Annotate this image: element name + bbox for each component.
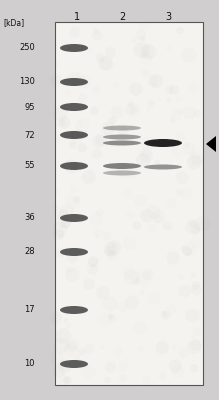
- Text: 72: 72: [24, 130, 35, 140]
- Text: 130: 130: [19, 78, 35, 86]
- Bar: [55, 22, 203, 385]
- Text: 1: 1: [74, 12, 80, 22]
- Ellipse shape: [60, 214, 88, 222]
- Text: 28: 28: [24, 248, 35, 256]
- Text: 10: 10: [25, 360, 35, 368]
- Ellipse shape: [60, 248, 88, 256]
- Text: 3: 3: [165, 12, 171, 22]
- Text: 55: 55: [25, 162, 35, 170]
- Ellipse shape: [144, 164, 182, 170]
- Ellipse shape: [103, 170, 141, 176]
- Ellipse shape: [60, 131, 88, 139]
- Text: 2: 2: [119, 12, 125, 22]
- Text: 250: 250: [19, 44, 35, 52]
- Text: 95: 95: [25, 102, 35, 112]
- Text: [kDa]: [kDa]: [3, 18, 24, 27]
- Ellipse shape: [103, 134, 141, 140]
- Ellipse shape: [103, 126, 141, 130]
- Ellipse shape: [103, 140, 141, 146]
- Ellipse shape: [103, 163, 141, 169]
- Polygon shape: [206, 136, 216, 152]
- Ellipse shape: [60, 360, 88, 368]
- Ellipse shape: [60, 162, 88, 170]
- Text: 17: 17: [24, 306, 35, 314]
- Ellipse shape: [60, 44, 88, 52]
- Ellipse shape: [60, 78, 88, 86]
- Text: 36: 36: [24, 214, 35, 222]
- Ellipse shape: [60, 306, 88, 314]
- Ellipse shape: [60, 103, 88, 111]
- Ellipse shape: [144, 139, 182, 147]
